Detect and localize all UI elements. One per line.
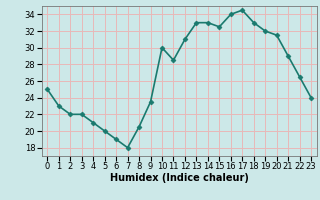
- X-axis label: Humidex (Indice chaleur): Humidex (Indice chaleur): [110, 173, 249, 183]
